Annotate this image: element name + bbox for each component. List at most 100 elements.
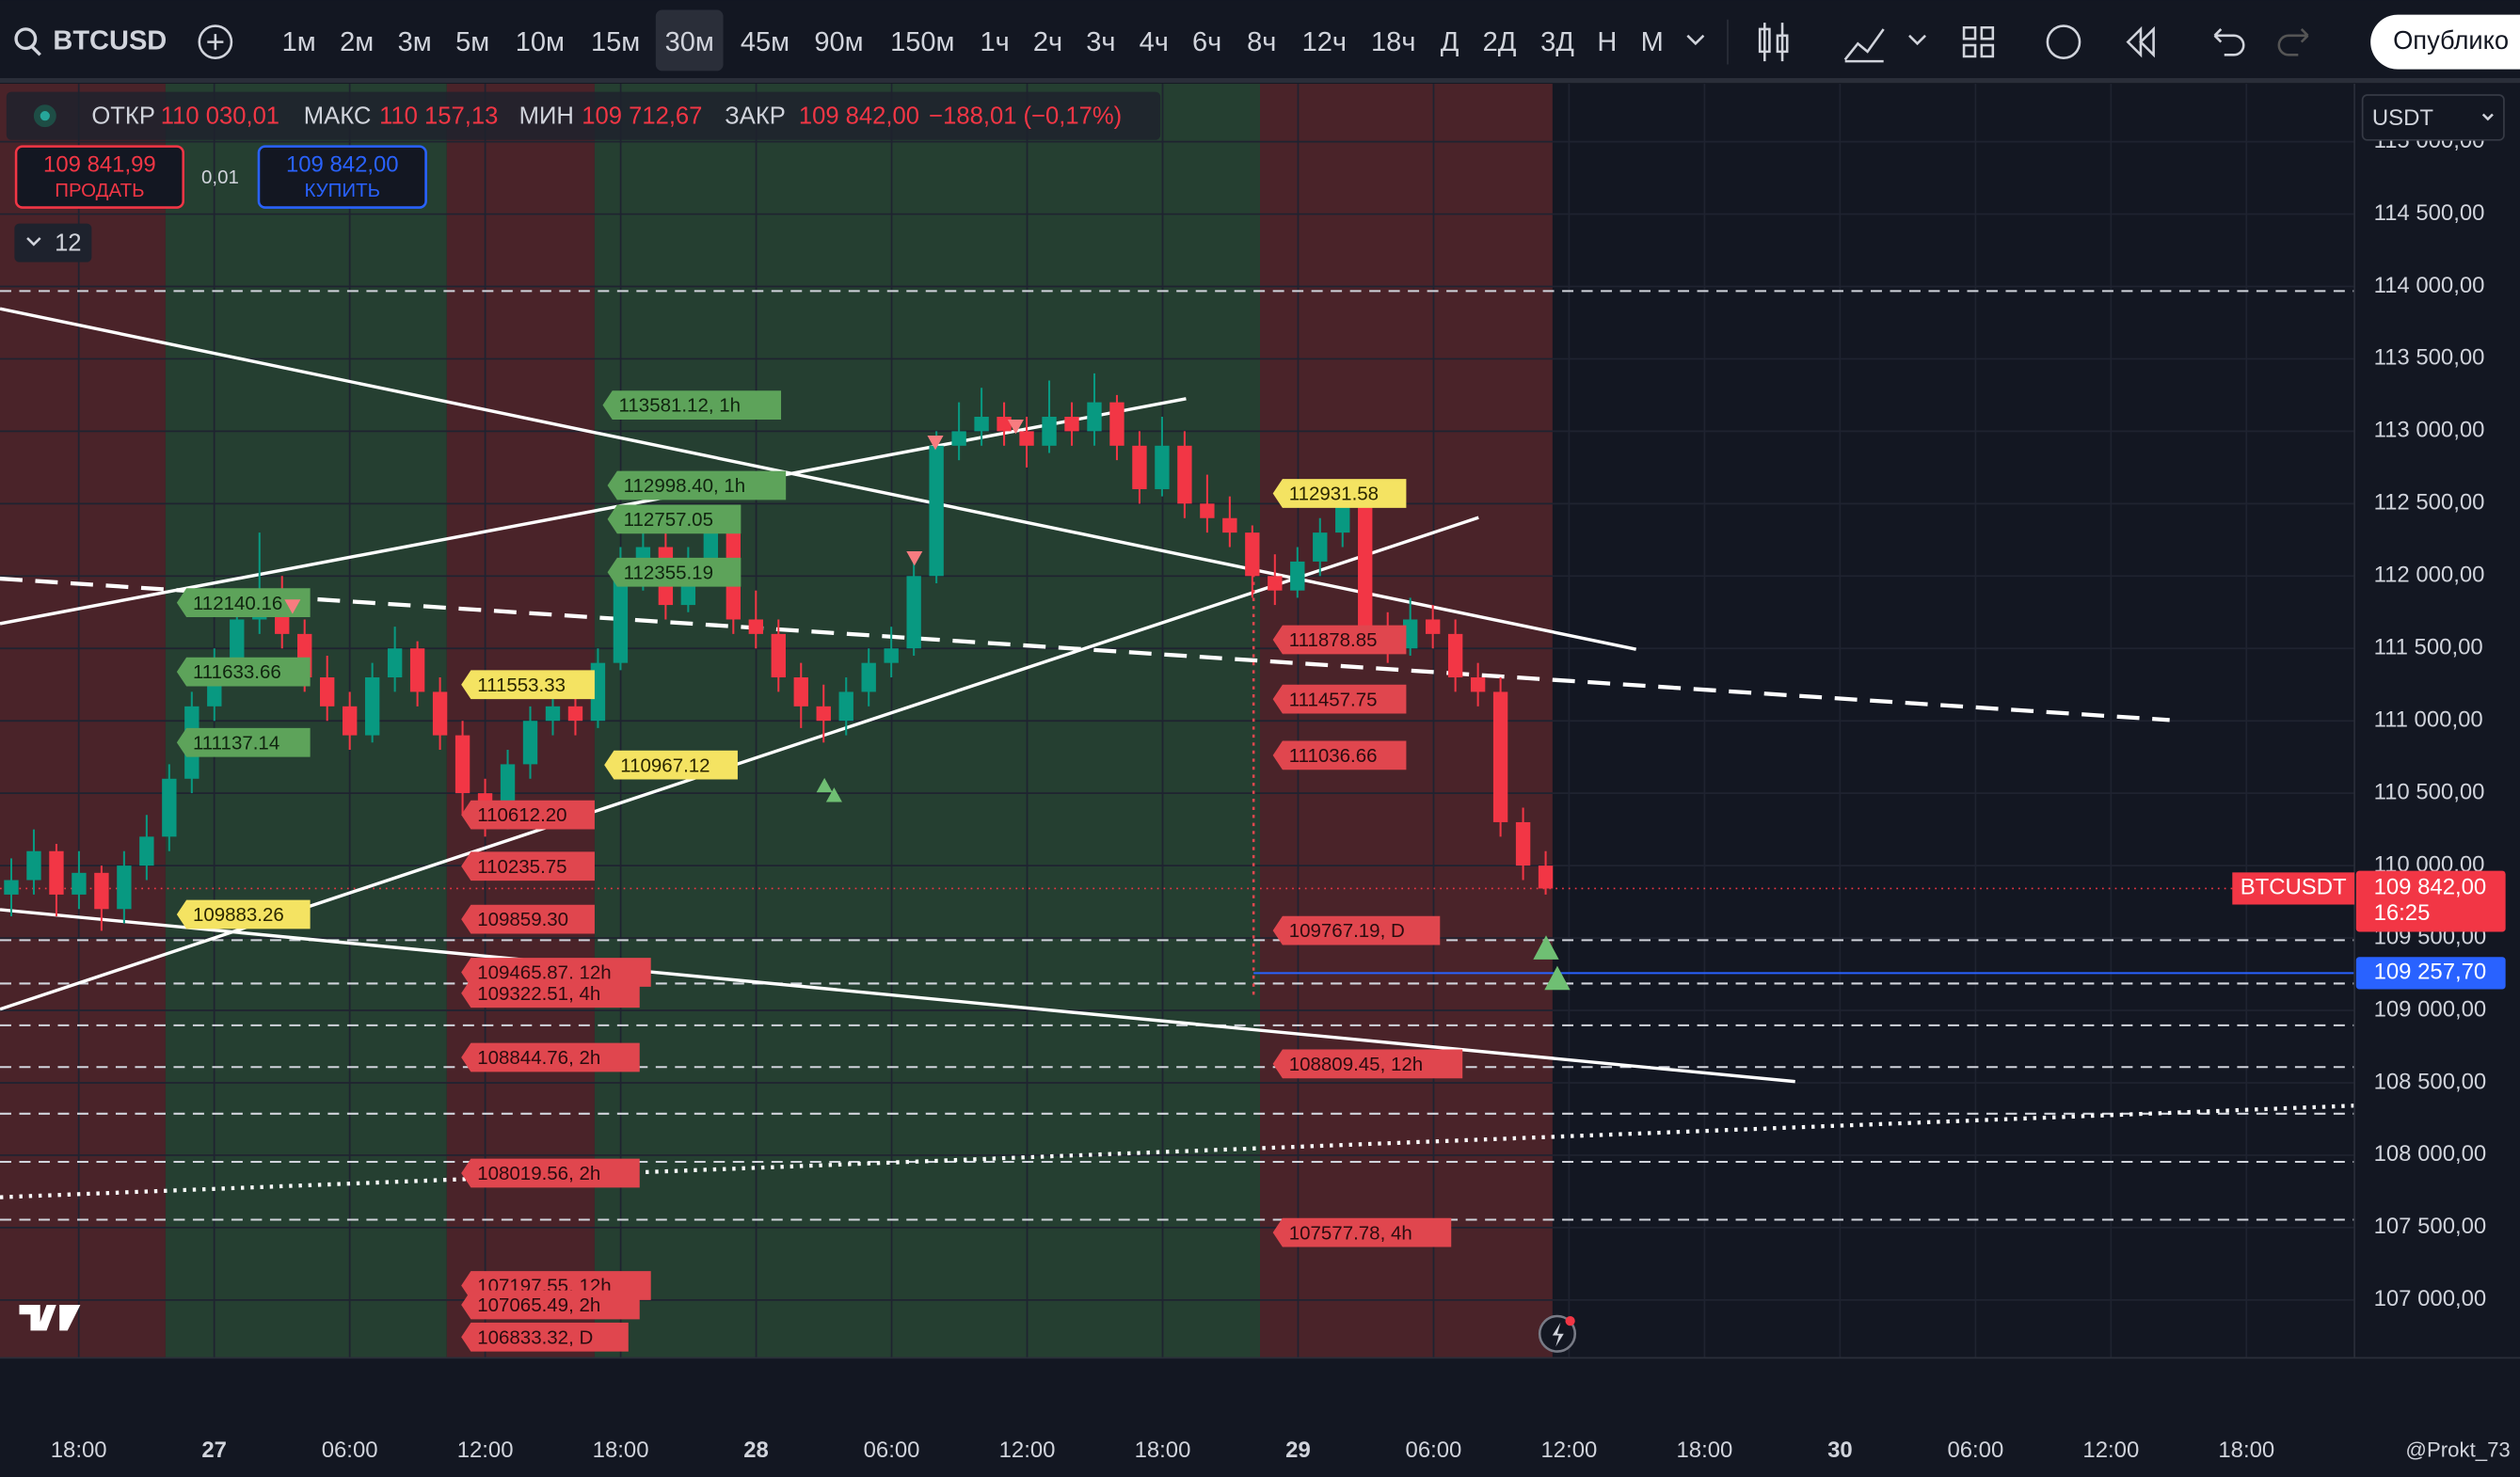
interval[interactable]: 6ч: [1192, 27, 1221, 57]
replay[interactable]: [2126, 25, 2155, 58]
interval[interactable]: 3Д: [1540, 27, 1574, 57]
candle-body: [4, 880, 19, 895]
interval[interactable]: 18ч: [1371, 27, 1415, 57]
publish-button[interactable]: [2370, 14, 2520, 70]
interval[interactable]: 150м: [890, 27, 954, 57]
level-tag: 111878.85: [1289, 629, 1378, 651]
publish-label[interactable]: Опублико: [2393, 25, 2509, 55]
indicators-count[interactable]: 12: [55, 230, 82, 257]
candle-body: [1313, 532, 1328, 562]
candle-body: [703, 532, 719, 562]
candle-body: [1268, 576, 1283, 591]
interval[interactable]: 15м: [591, 27, 640, 57]
candle-body: [49, 850, 64, 895]
buy-label[interactable]: КУПИТЬ: [304, 180, 380, 201]
trend-line: [0, 1104, 2355, 1199]
interval[interactable]: М: [1641, 27, 1664, 57]
interval[interactable]: 10м: [516, 27, 565, 57]
symbol[interactable]: BTCUSD: [53, 25, 167, 56]
level-tag: 111457.75: [1289, 689, 1378, 710]
buy-button[interactable]: [257, 145, 427, 209]
interval[interactable]: 1ч: [981, 27, 1010, 57]
level-tag-bg: [607, 470, 787, 500]
level-tag: 110612.20: [477, 804, 566, 826]
undo[interactable]: [2213, 28, 2245, 56]
badge: [1565, 1315, 1575, 1326]
interval[interactable]: Н: [1597, 27, 1617, 57]
chart-type[interactable]: [1758, 23, 1789, 62]
level-tag-bg: [176, 657, 311, 687]
level-tag: 112931.58: [1289, 484, 1379, 505]
add-symbol[interactable]: [198, 24, 233, 59]
interval[interactable]: Д: [1441, 27, 1459, 57]
candle-body: [342, 706, 358, 736]
level-tag: 111553.33: [477, 675, 566, 696]
alert[interactable]: [2046, 24, 2081, 59]
interval[interactable]: 1м: [282, 27, 316, 57]
redo[interactable]: [2277, 28, 2309, 56]
signal-down: [1007, 419, 1024, 435]
sell-price[interactable]: 109 841,99: [43, 151, 156, 177]
x-tick-label: 06:00: [864, 1437, 920, 1463]
level-tag-bg: [1272, 684, 1407, 714]
indicators-toggle[interactable]: [14, 223, 92, 262]
candle-body: [522, 721, 538, 765]
interval[interactable]: 8ч: [1247, 27, 1276, 57]
indicators[interactable]: [1843, 28, 1885, 63]
price-label-bg: [2355, 870, 2506, 932]
interval[interactable]: 12ч: [1302, 27, 1347, 57]
x-tick-label: 06:00: [322, 1437, 378, 1463]
level-tag-bg: [604, 750, 738, 780]
interval[interactable]: 2Д: [1483, 27, 1517, 57]
candle-body: [1177, 445, 1192, 504]
layouts[interactable]: [1962, 25, 1995, 58]
legend-value: 110 030,01: [161, 103, 279, 130]
signal-down: [284, 599, 301, 614]
signal-up: [1544, 965, 1571, 991]
currency-select[interactable]: [2361, 94, 2505, 141]
legend-label: ЗАКР: [725, 103, 786, 130]
alert-price: 109 257,70: [2374, 960, 2487, 985]
candle-body: [793, 677, 808, 707]
spread: 0,01: [201, 167, 239, 188]
interval[interactable]: 30м: [665, 27, 714, 57]
search-icon[interactable]: [14, 27, 38, 51]
interval[interactable]: 45м: [741, 27, 789, 57]
candle-body: [432, 691, 448, 736]
y-tick-label: 109 000,00: [2374, 996, 2487, 1022]
level-tag-bg: [176, 588, 311, 618]
buy-price[interactable]: 109 842,00: [286, 151, 399, 177]
lightning-icon: [1552, 1322, 1564, 1347]
level-labels: 113581.12, 1h 112998.40, 1h 112757.05 11235…: [176, 390, 1463, 1352]
signal-down: [927, 436, 944, 451]
interval[interactable]: 2ч: [1033, 27, 1062, 57]
price-axis: [2354, 84, 2520, 1358]
interval[interactable]: 90м: [814, 27, 863, 57]
interval[interactable]: 3м: [398, 27, 432, 57]
x-tick-label: 12:00: [457, 1437, 514, 1463]
level-tag-bg: [461, 800, 595, 830]
level-tag-bg: [602, 390, 782, 420]
dropdown[interactable]: [1908, 34, 1926, 46]
interval[interactable]: 5м: [455, 27, 489, 57]
level-tag-bg: [461, 1322, 629, 1352]
y-tick-label: 108 000,00: [2374, 1141, 2487, 1167]
level-tag-bg: [176, 899, 311, 929]
interval[interactable]: 4ч: [1140, 27, 1169, 57]
sell-label[interactable]: ПРОДАТЬ: [55, 180, 144, 201]
trend-line: [0, 576, 2170, 723]
sell-button[interactable]: [14, 145, 184, 209]
x-tick-label: 06:00: [1406, 1437, 1462, 1463]
dropdown[interactable]: [1686, 34, 1705, 46]
signal-down: [906, 551, 923, 566]
search-icon: [30, 45, 41, 56]
signals: [284, 419, 1571, 991]
level-tag-bg: [461, 670, 595, 700]
currency[interactable]: USDT: [2372, 105, 2433, 131]
interval[interactable]: 3ч: [1086, 27, 1115, 57]
interval[interactable]: 2м: [340, 27, 374, 57]
candle-body: [94, 872, 109, 910]
candle-body: [1064, 417, 1079, 432]
